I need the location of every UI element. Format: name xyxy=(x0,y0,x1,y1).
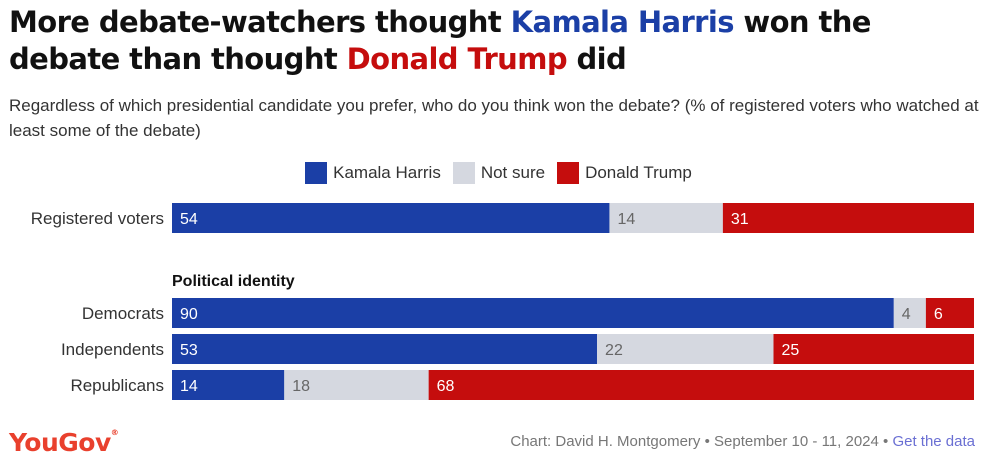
legend-item-trump: Donald Trump xyxy=(557,162,692,184)
legend-item-harris: Kamala Harris xyxy=(305,162,441,184)
data-label-kamala-harris-republicans: 14 xyxy=(180,378,198,395)
bar-not-sure-republicans xyxy=(284,370,429,400)
data-label-not-sure-registered-voters: 14 xyxy=(617,211,635,228)
chart-title: More debate-watchers thought Kamala Harr… xyxy=(9,4,984,78)
yougov-logo: YouGov® xyxy=(9,428,119,457)
category-label-registered-voters: Registered voters xyxy=(31,209,164,228)
legend: Kamala Harris Not sure Donald Trump xyxy=(0,160,997,186)
bar-donald-trump-republicans xyxy=(428,370,974,400)
title-part-3: did xyxy=(566,42,627,76)
group-label-political-identity: Political identity xyxy=(172,273,295,290)
data-label-kamala-harris-independents: 53 xyxy=(180,342,198,359)
bar-donald-trump-registered-voters xyxy=(722,203,974,233)
bar-not-sure-registered-voters xyxy=(609,203,723,233)
title-part-1: More debate-watchers thought xyxy=(9,5,511,39)
data-label-donald-trump-registered-voters: 31 xyxy=(731,211,749,228)
bar-not-sure-independents xyxy=(597,334,774,364)
data-label-donald-trump-republicans: 68 xyxy=(437,378,455,395)
data-label-donald-trump-independents: 25 xyxy=(782,342,800,359)
legend-label-harris: Kamala Harris xyxy=(333,163,441,182)
bar-donald-trump-democrats xyxy=(925,298,974,328)
bar-kamala-harris-democrats xyxy=(172,298,894,328)
category-label-independents: Independents xyxy=(61,340,164,359)
chart-subtitle: Regardless of which presidential candida… xyxy=(9,96,979,140)
data-label-donald-trump-democrats: 6 xyxy=(934,306,943,323)
get-the-data-link[interactable]: Get the data xyxy=(892,433,975,450)
data-label-kamala-harris-registered-voters: 54 xyxy=(180,211,198,228)
credit-text: Chart: David H. Montgomery • September 1… xyxy=(510,433,893,450)
legend-swatch-not-sure xyxy=(452,162,475,184)
legend-label-trump: Donald Trump xyxy=(585,163,692,182)
title-part-2: won the debate than thought xyxy=(9,5,871,76)
title-harris: Kamala Harris xyxy=(510,5,735,39)
stacked-bar-chart: Political identity Registered voters 54 14 3… xyxy=(31,203,974,400)
title-trump: Donald Trump xyxy=(346,42,568,76)
data-label-not-sure-independents: 22 xyxy=(605,342,623,359)
legend-swatch-harris xyxy=(305,162,328,184)
bar-kamala-harris-republicans xyxy=(172,370,285,400)
legend-item-not-sure: Not sure xyxy=(452,162,546,184)
category-label-democrats: Democrats xyxy=(82,304,164,323)
bar-kamala-harris-independents xyxy=(172,334,598,364)
category-label-republicans: Republicans xyxy=(70,376,164,395)
bar-donald-trump-independents xyxy=(773,334,974,364)
legend-swatch-trump xyxy=(557,162,580,184)
logo-text: YouGov xyxy=(9,428,111,457)
chart-credit: Chart: David H. Montgomery • September 1… xyxy=(510,433,975,450)
data-label-kamala-harris-democrats: 90 xyxy=(180,306,198,323)
logo-mark: ® xyxy=(110,428,119,437)
bar-not-sure-democrats xyxy=(893,298,926,328)
legend-label-not-sure: Not sure xyxy=(480,163,546,182)
data-label-not-sure-republicans: 18 xyxy=(292,378,310,395)
data-label-not-sure-democrats: 4 xyxy=(902,306,911,323)
bar-kamala-harris-registered-voters xyxy=(172,203,610,233)
